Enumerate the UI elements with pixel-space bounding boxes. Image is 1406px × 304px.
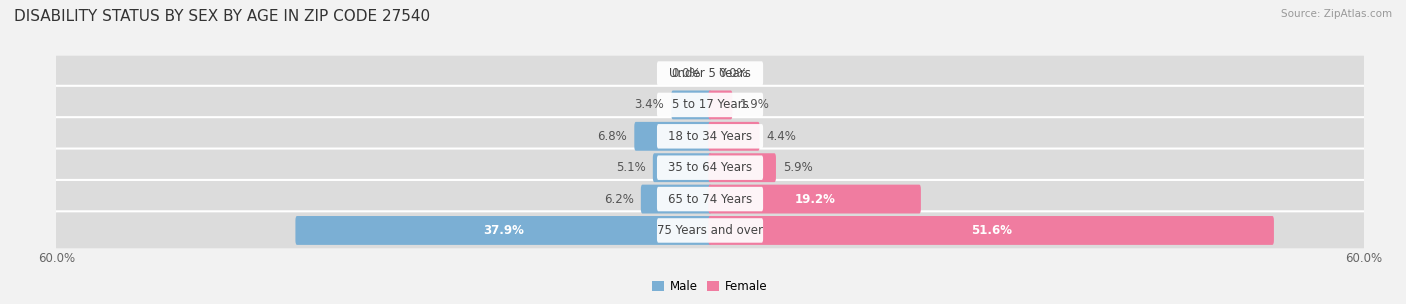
Text: Under 5 Years: Under 5 Years (669, 67, 751, 80)
FancyBboxPatch shape (295, 216, 711, 245)
FancyBboxPatch shape (53, 117, 1367, 155)
Text: Source: ZipAtlas.com: Source: ZipAtlas.com (1281, 9, 1392, 19)
Text: 35 to 64 Years: 35 to 64 Years (668, 161, 752, 174)
Text: DISABILITY STATUS BY SEX BY AGE IN ZIP CODE 27540: DISABILITY STATUS BY SEX BY AGE IN ZIP C… (14, 9, 430, 24)
Text: 6.8%: 6.8% (598, 130, 627, 143)
FancyBboxPatch shape (53, 149, 1367, 187)
FancyBboxPatch shape (709, 185, 921, 213)
FancyBboxPatch shape (53, 211, 1367, 250)
Text: 37.9%: 37.9% (484, 224, 524, 237)
FancyBboxPatch shape (657, 93, 763, 117)
Text: 5 to 17 Years: 5 to 17 Years (672, 98, 748, 112)
Legend: Male, Female: Male, Female (648, 275, 772, 298)
Text: 1.9%: 1.9% (740, 98, 769, 112)
Text: 6.2%: 6.2% (605, 192, 634, 206)
FancyBboxPatch shape (53, 180, 1367, 218)
FancyBboxPatch shape (641, 185, 711, 213)
FancyBboxPatch shape (634, 122, 711, 151)
FancyBboxPatch shape (657, 187, 763, 211)
FancyBboxPatch shape (53, 86, 1367, 124)
FancyBboxPatch shape (671, 91, 711, 119)
Text: 5.9%: 5.9% (783, 161, 813, 174)
FancyBboxPatch shape (53, 54, 1367, 93)
Text: 5.1%: 5.1% (616, 161, 645, 174)
FancyBboxPatch shape (709, 216, 1274, 245)
Text: 19.2%: 19.2% (794, 192, 835, 206)
FancyBboxPatch shape (657, 155, 763, 180)
FancyBboxPatch shape (657, 61, 763, 86)
Text: 0.0%: 0.0% (672, 67, 702, 80)
Text: 4.4%: 4.4% (766, 130, 797, 143)
FancyBboxPatch shape (652, 153, 711, 182)
Text: 3.4%: 3.4% (634, 98, 664, 112)
Text: 51.6%: 51.6% (970, 224, 1012, 237)
FancyBboxPatch shape (709, 122, 759, 151)
Text: 18 to 34 Years: 18 to 34 Years (668, 130, 752, 143)
FancyBboxPatch shape (709, 91, 733, 119)
FancyBboxPatch shape (657, 218, 763, 243)
FancyBboxPatch shape (657, 124, 763, 149)
Text: 75 Years and over: 75 Years and over (657, 224, 763, 237)
FancyBboxPatch shape (709, 153, 776, 182)
Text: 0.0%: 0.0% (718, 67, 748, 80)
Text: 65 to 74 Years: 65 to 74 Years (668, 192, 752, 206)
